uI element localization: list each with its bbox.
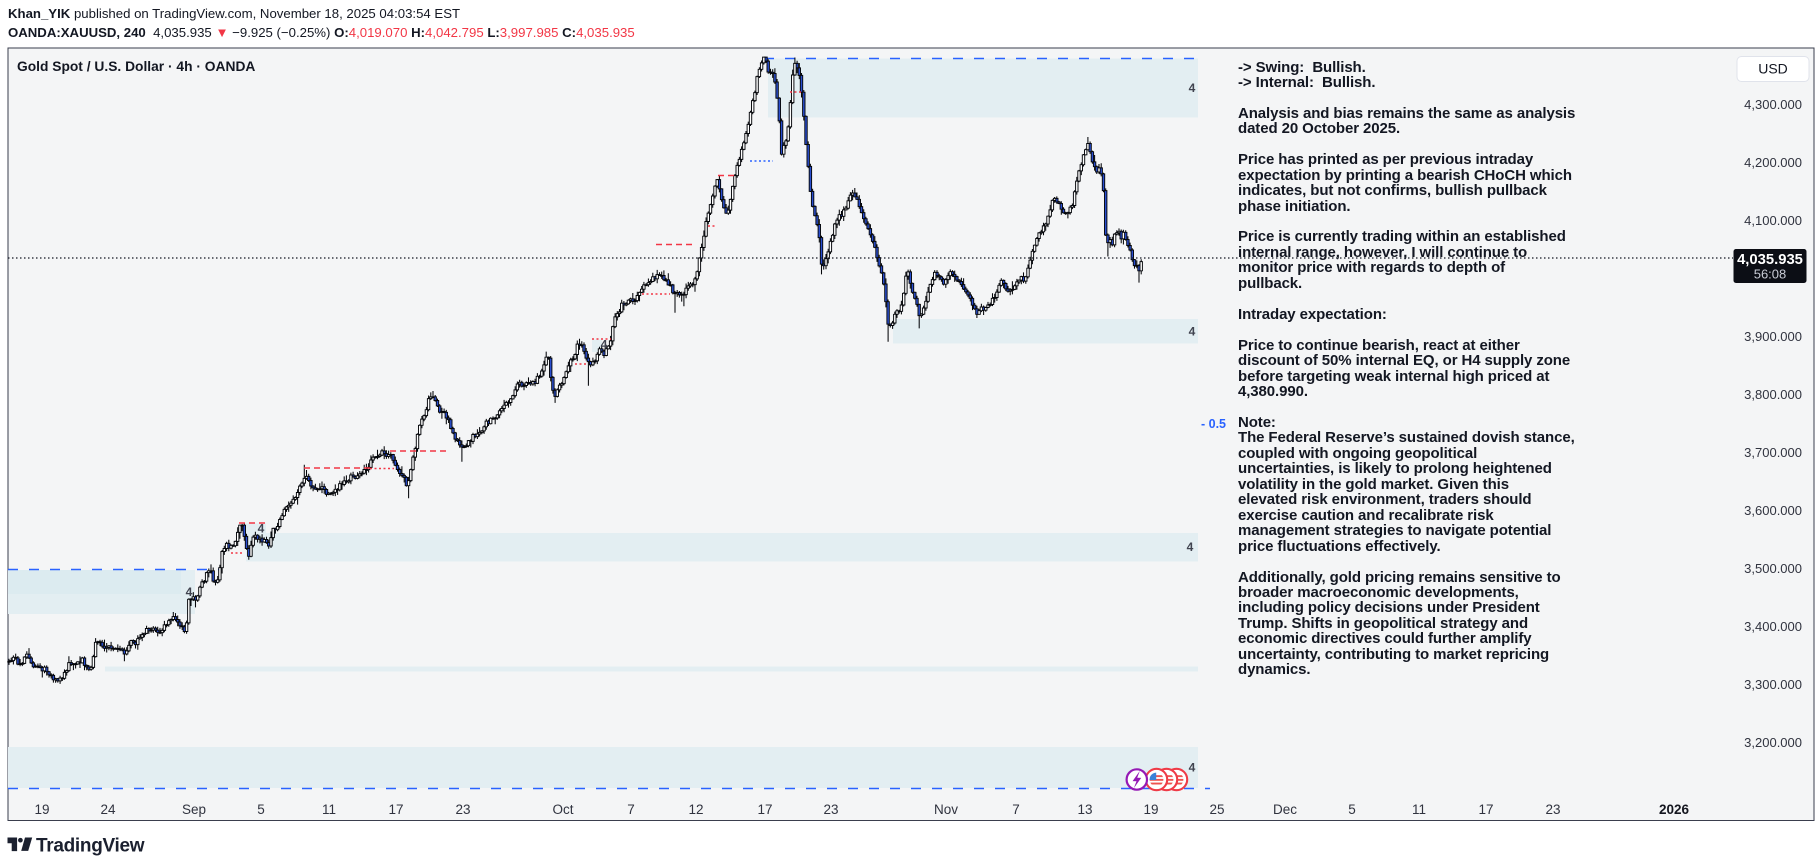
svg-text:3,800.000: 3,800.000	[1744, 387, 1802, 402]
svg-text:4: 4	[258, 522, 265, 536]
svg-text:23: 23	[823, 802, 838, 817]
svg-text:4: 4	[1189, 81, 1196, 95]
svg-text:12: 12	[688, 802, 703, 817]
svg-text:3,500.000: 3,500.000	[1744, 561, 1802, 576]
svg-text:Sep: Sep	[182, 802, 206, 817]
svg-text:56:08: 56:08	[1754, 267, 1787, 282]
svg-text:19: 19	[34, 802, 49, 817]
svg-text:Oct: Oct	[552, 802, 573, 817]
svg-text:11: 11	[322, 802, 336, 817]
svg-text:24: 24	[100, 802, 116, 817]
svg-text:3,900.000: 3,900.000	[1744, 329, 1802, 344]
svg-text:4: 4	[1189, 325, 1196, 339]
svg-text:Dec: Dec	[1273, 802, 1297, 817]
svg-text:3,700.000: 3,700.000	[1744, 445, 1802, 460]
svg-text:23: 23	[455, 802, 470, 817]
svg-text:4,300.000: 4,300.000	[1744, 97, 1802, 112]
svg-text:Nov: Nov	[934, 802, 958, 817]
svg-text:3,400.000: 3,400.000	[1744, 619, 1802, 634]
svg-text:4: 4	[1187, 540, 1194, 554]
svg-text:23: 23	[1545, 802, 1560, 817]
svg-text:TradingView: TradingView	[36, 836, 145, 857]
svg-text:3,600.000: 3,600.000	[1744, 503, 1802, 518]
svg-text:13: 13	[1077, 802, 1092, 817]
svg-text:17: 17	[1478, 802, 1493, 817]
svg-text:5: 5	[1348, 802, 1356, 817]
svg-text:3,200.000: 3,200.000	[1744, 735, 1802, 750]
svg-text:7: 7	[1012, 802, 1020, 817]
svg-text:4,035.935: 4,035.935	[1737, 252, 1803, 268]
svg-text:4,200.000: 4,200.000	[1744, 155, 1802, 170]
svg-text:25: 25	[1209, 802, 1224, 817]
svg-text:5: 5	[257, 802, 265, 817]
svg-text:19: 19	[1143, 802, 1158, 817]
svg-text:17: 17	[388, 802, 403, 817]
svg-text:USD: USD	[1758, 61, 1788, 77]
svg-text:3,300.000: 3,300.000	[1744, 677, 1802, 692]
svg-text:2026: 2026	[1659, 802, 1690, 817]
svg-text:4: 4	[1189, 761, 1196, 775]
svg-text:11: 11	[1412, 802, 1426, 817]
svg-text:4: 4	[601, 338, 608, 352]
svg-text:4,100.000: 4,100.000	[1744, 213, 1802, 228]
svg-text:7: 7	[627, 802, 635, 817]
svg-text:Gold Spot / U.S. Dollar · 4h ·: Gold Spot / U.S. Dollar · 4h · OANDA	[17, 59, 255, 74]
svg-text:4: 4	[186, 585, 193, 599]
svg-text:17: 17	[757, 802, 772, 817]
